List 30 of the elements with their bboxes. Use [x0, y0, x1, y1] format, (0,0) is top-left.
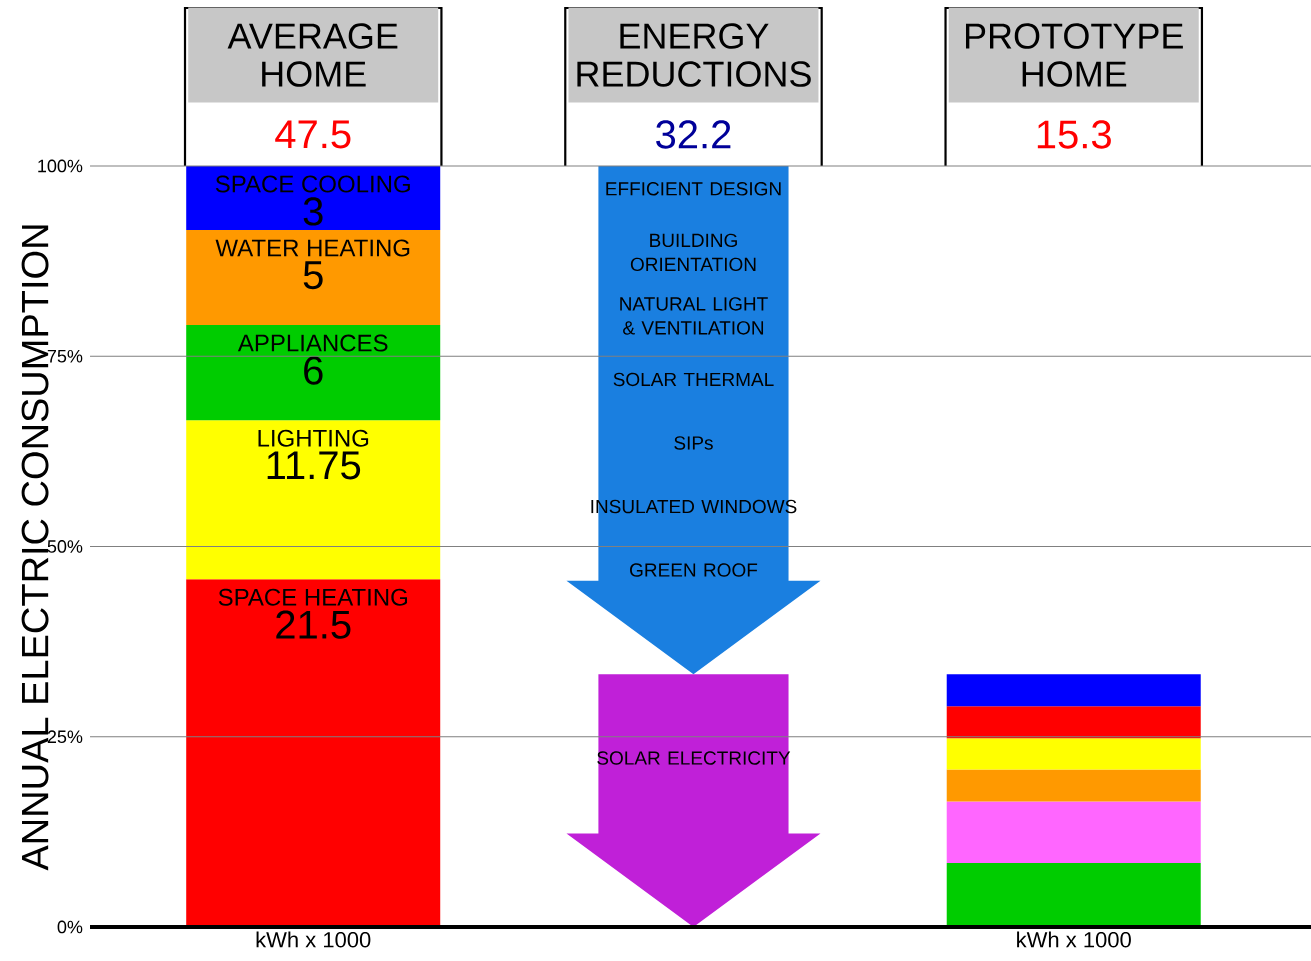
x-tick-label: AVERAGE HOME	[227, 23, 398, 87]
y-tick-label: 25%	[47, 730, 83, 744]
annotation: 5	[303, 261, 323, 290]
x-tick-label: ENERGY REDUCTIONS	[577, 23, 811, 87]
text: 32.2	[656, 120, 731, 149]
y-tick-label: 100%	[38, 159, 83, 173]
annotation: GREEN ROOF	[630, 563, 758, 577]
y-tick-label: 0%	[57, 920, 83, 934]
x-tick-label: PROTOTYPE HOME	[965, 23, 1183, 87]
annotation: BUILDING ORIENTATION	[630, 233, 756, 272]
series-label: APPLIANCES	[237, 334, 388, 352]
series-label: WATER HEATING	[215, 239, 410, 257]
text: 15.3	[1037, 120, 1111, 149]
y-axis-title: ANNUAL ELECTRIC CONSUMPTION	[21, 225, 49, 871]
text: kWh x 1000	[1017, 931, 1131, 948]
series-label: LIGHTING	[258, 429, 369, 447]
annotation: 6	[304, 356, 323, 385]
annotation: SIPs	[674, 436, 713, 450]
annotation: 11.75	[267, 451, 361, 480]
annotation: SOLAR THERMAL	[613, 372, 774, 387]
annotation: 3	[303, 197, 323, 226]
series-label: SPACE HEATING	[218, 588, 408, 606]
series-label: SPACE COOLING	[215, 175, 410, 193]
text: kWh x 1000	[256, 931, 371, 948]
annotation: NATURAL LIGHT & VENTILATION	[620, 297, 768, 335]
annotation: 21.5	[276, 610, 351, 639]
y-tick-label: 50%	[47, 540, 83, 553]
text: 47.5	[275, 120, 351, 149]
y-tick-label: 75%	[47, 349, 83, 363]
annotation: EFFICIENT DESIGN	[606, 182, 781, 196]
